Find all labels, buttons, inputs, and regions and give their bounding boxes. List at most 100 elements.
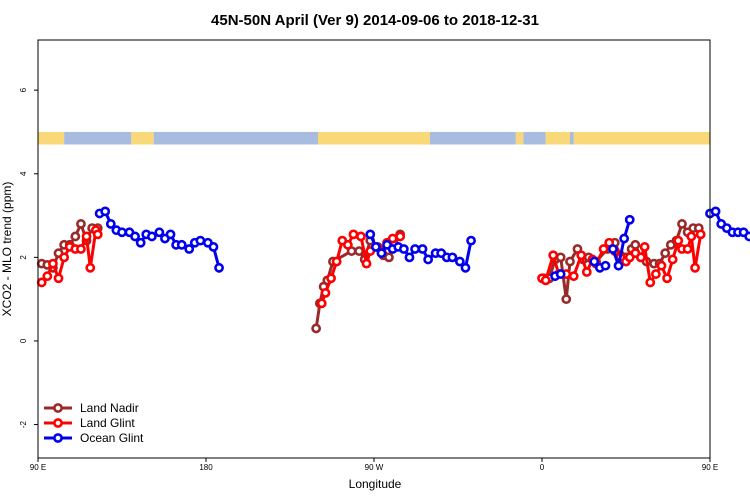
y-tick-label: 2: [19, 255, 28, 260]
surface-band-land-0: [38, 131, 65, 145]
ocean-glint-point: [376, 248, 387, 259]
ocean-glint-point: [195, 235, 206, 246]
x-tick-label: 0: [540, 463, 545, 472]
ocean-glint-point: [214, 262, 224, 273]
ocean-glint-point: [710, 206, 721, 217]
land-glint-point: [581, 267, 592, 277]
land-glint-point: [320, 287, 331, 298]
surface-band-ocean-7: [523, 131, 546, 145]
land-glint-point: [85, 262, 96, 273]
land-glint-point: [348, 229, 359, 240]
land-glint-point: [316, 298, 327, 309]
land-glint-point: [342, 239, 353, 250]
land-glint-point: [690, 262, 700, 273]
x-tick-label: 90 W: [365, 463, 384, 472]
land-nadir-point: [384, 252, 394, 263]
ocean-glint-line-4: [611, 219, 632, 268]
ocean-glint-point: [370, 242, 381, 252]
ocean-glint-point: [117, 227, 127, 238]
land-nadir-point: [354, 246, 364, 256]
land-nadir-point: [660, 248, 671, 259]
land-glint-point: [656, 260, 667, 271]
ocean-glint-point: [404, 252, 415, 263]
ocean-glint-point: [600, 260, 611, 271]
land-glint-point: [598, 244, 609, 254]
legend-label-land-nadir: Land Nadir: [80, 401, 139, 415]
land-nadir-point: [677, 219, 687, 229]
surface-band-land-2: [131, 131, 154, 145]
surface-band-land-10: [573, 131, 710, 145]
ocean-glint-point: [130, 231, 140, 242]
ocean-glint-point: [744, 231, 750, 242]
land-glint-point: [48, 258, 58, 269]
land-glint-point: [682, 244, 693, 254]
land-nadir-point: [70, 231, 81, 242]
legend-marker-land-glint: [53, 418, 63, 428]
x-tick-label: 180: [199, 463, 213, 472]
ocean-glint-point: [613, 260, 624, 271]
land-glint-point: [395, 231, 406, 242]
series-layer: [36, 206, 750, 334]
land-glint-point: [81, 231, 92, 242]
land-nadir-point: [76, 219, 86, 229]
land-glint-point: [53, 273, 64, 284]
land-glint-point: [639, 242, 650, 252]
land-glint-point: [667, 254, 678, 265]
ocean-glint-point: [589, 256, 600, 267]
surface-band-land-6: [515, 131, 524, 145]
land-glint-point: [59, 252, 70, 263]
y-axis: -2 0 2 4 6: [19, 87, 38, 428]
ocean-glint-point: [417, 244, 428, 254]
legend-marker-ocean-glint: [53, 433, 63, 443]
surface-band-ocean-1: [64, 131, 132, 145]
ocean-glint-point: [154, 227, 165, 238]
x-tick-label: 90 E: [702, 463, 718, 472]
land-glint-point: [673, 235, 684, 246]
x-axis-label: Longitude: [349, 477, 402, 491]
land-glint-point: [650, 269, 661, 279]
ocean-glint-point: [135, 237, 146, 248]
land-glint-point: [92, 229, 103, 240]
land-glint-point: [356, 231, 366, 242]
ocean-glint-point: [555, 269, 566, 279]
surface-band-ocean-5: [430, 131, 516, 145]
chart-title: 45N-50N April (Ver 9) 2014-09-06 to 2018…: [211, 12, 539, 29]
land-glint-point: [695, 229, 706, 240]
land-glint-point: [42, 271, 53, 282]
land-glint-point: [76, 244, 86, 254]
legend-label-land-glint: Land Glint: [80, 416, 135, 430]
surface-band-land-4: [318, 131, 430, 145]
ocean-glint-point: [460, 262, 471, 273]
ocean-glint-point: [423, 254, 434, 265]
y-tick-label: 6: [19, 87, 28, 92]
ocean-glint-point: [146, 231, 157, 242]
legend-label-ocean-glint: Ocean Glint: [80, 431, 144, 445]
land-nadir-point: [311, 323, 322, 334]
ocean-glint-point: [100, 206, 111, 217]
surface-band: [38, 131, 710, 145]
ocean-glint-point: [365, 229, 376, 240]
ocean-glint-point: [165, 229, 176, 240]
surface-band-ocean-3: [153, 131, 318, 145]
land-glint-point: [645, 277, 656, 288]
surface-band-land-8: [545, 131, 570, 145]
land-glint-point: [548, 250, 559, 261]
ocean-glint-point: [454, 256, 465, 267]
ocean-glint-point: [624, 214, 635, 225]
land-nadir-point: [555, 252, 566, 263]
land-glint-point: [568, 271, 579, 282]
x-axis: 90 E 180 90 W 0 90 E: [30, 458, 718, 472]
land-nadir-point: [630, 239, 641, 250]
ocean-glint-point: [466, 235, 476, 246]
land-glint-point: [636, 252, 646, 263]
ocean-glint-point: [447, 252, 458, 263]
ocean-glint-point: [105, 219, 116, 229]
ocean-glint-point: [410, 244, 420, 254]
x-tick-label: 90 E: [30, 463, 46, 472]
land-nadir-point: [565, 256, 575, 267]
land-glint-point: [686, 231, 697, 242]
ocean-glint-point: [208, 242, 219, 252]
land-glint-point: [326, 273, 336, 284]
